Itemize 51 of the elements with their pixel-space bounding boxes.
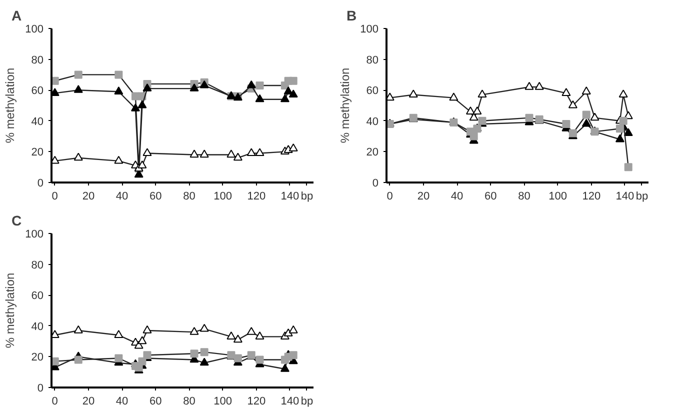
x-axis-title: bp bbox=[300, 396, 314, 408]
x-tick-label: 140 bbox=[280, 396, 300, 408]
x-tick-label: 140 bbox=[616, 190, 634, 202]
y-tick-label: 100 bbox=[25, 24, 44, 36]
x-axis-title: bp bbox=[300, 190, 314, 202]
x-tick-label: 120 bbox=[247, 190, 266, 202]
x-axis-title: bp bbox=[636, 190, 648, 202]
y-axis-title: % methylation bbox=[3, 272, 18, 348]
y-tick-label: 0 bbox=[37, 382, 44, 394]
x-tick-label: 100 bbox=[214, 190, 232, 202]
x-tick-label: 40 bbox=[116, 396, 128, 408]
y-tick-label: 0 bbox=[372, 178, 379, 190]
x-tick-label: 60 bbox=[150, 190, 162, 202]
x-tick-label: 100 bbox=[214, 396, 232, 408]
x-tick-label: 0 bbox=[386, 190, 393, 202]
x-tick-label: 20 bbox=[82, 396, 95, 408]
y-tick-label: 80 bbox=[31, 259, 44, 272]
y-tick-label: 60 bbox=[31, 85, 44, 98]
x-tick-label: 100 bbox=[548, 190, 567, 202]
y-tick-label: 60 bbox=[366, 85, 379, 98]
y-tick-label: 40 bbox=[31, 320, 44, 333]
chart-title: A bbox=[12, 8, 22, 24]
y-tick-label: 100 bbox=[25, 228, 44, 240]
y-tick-label: 40 bbox=[31, 116, 44, 128]
x-tick-label: 40 bbox=[450, 190, 464, 202]
x-tick-label: 20 bbox=[82, 190, 95, 202]
x-tick-label: 80 bbox=[183, 190, 196, 202]
y-tick-label: 60 bbox=[31, 290, 44, 302]
x-tick-label: 40 bbox=[116, 190, 128, 202]
y-tick-label: 80 bbox=[366, 54, 379, 66]
x-tick-label: 120 bbox=[247, 396, 266, 408]
x-tick-label: 0 bbox=[52, 190, 58, 202]
y-tick-label: 0 bbox=[37, 178, 44, 190]
x-tick-label: 80 bbox=[183, 396, 196, 408]
y-tick-label: 40 bbox=[366, 116, 379, 128]
chart-title: C bbox=[12, 212, 22, 228]
y-axis-title: % methylation bbox=[3, 68, 18, 144]
x-tick-label: 60 bbox=[484, 190, 497, 202]
x-tick-label: 120 bbox=[582, 190, 601, 202]
x-tick-label: 80 bbox=[518, 190, 530, 202]
y-tick-label: 20 bbox=[31, 352, 44, 364]
chart-title: B bbox=[346, 8, 357, 24]
x-tick-label: 140 bbox=[280, 190, 300, 202]
x-tick-label: 20 bbox=[417, 190, 430, 202]
y-axis-title: % methylation bbox=[338, 68, 352, 144]
y-tick-label: 20 bbox=[31, 146, 44, 159]
x-tick-label: 0 bbox=[52, 396, 58, 408]
y-tick-label: 80 bbox=[31, 54, 44, 66]
x-tick-label: 60 bbox=[150, 396, 162, 408]
y-tick-label: 20 bbox=[366, 146, 379, 159]
y-tick-label: 100 bbox=[360, 24, 379, 36]
